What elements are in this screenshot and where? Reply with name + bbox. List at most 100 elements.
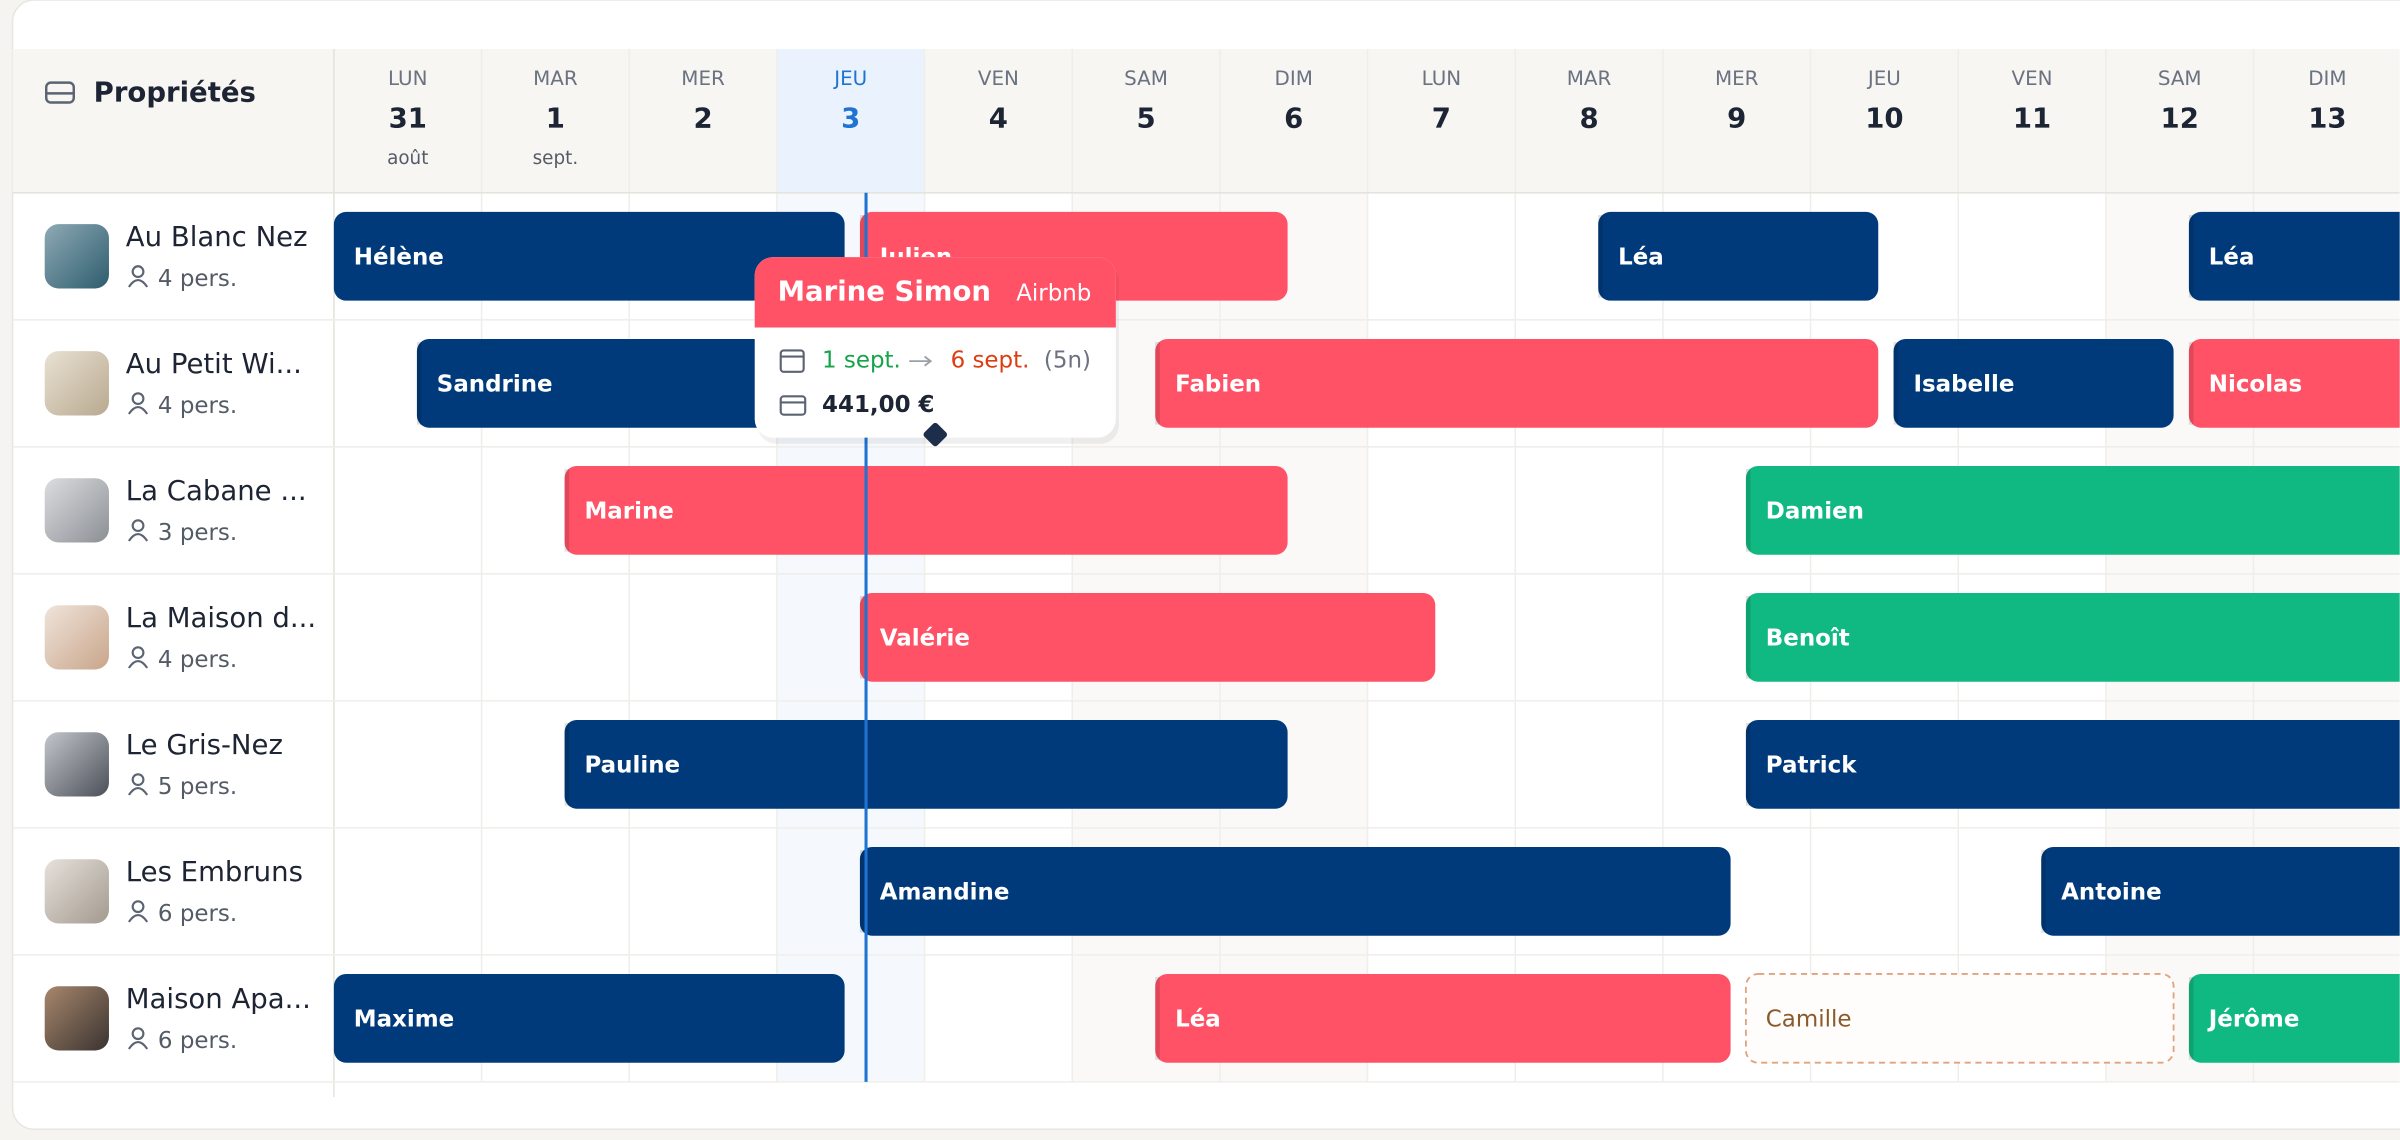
booking-bar [564,719,1288,809]
booking-bar [333,973,845,1063]
person-icon [127,405,149,415]
day-of-week: DIM [2308,67,2346,90]
booking-bar [2188,211,2400,301]
property-row: La Cabane ... 3 pers. Marine Damien [12,465,2400,575]
person-icon [131,1027,145,1041]
booking-guest: Léa [2209,244,2255,270]
booking-guest: Marine [584,498,673,524]
booking-bar [1155,338,1879,428]
person-icon [131,519,145,533]
booking-edge [859,214,865,298]
booking-bar [1744,973,2175,1064]
booking[interactable]: Nicolas [2188,338,2400,428]
day-number: 4 [989,102,1008,134]
person-icon [127,532,149,542]
property-name: Au Petit Wi... [126,348,302,380]
tooltip-price: 441,00 € [822,392,934,418]
booking-guest: Valérie [880,625,970,651]
day-of-week: MAR [1567,67,1612,90]
tooltip-guest: Marine Simon [778,275,991,307]
booking-bar [2188,973,2400,1063]
calendar: Propriétés LUN 31 août MAR 1 sept. MER 2 JEU 3 VEN… [12,48,2400,1098]
booking-bar [1893,338,2174,428]
booking[interactable]: Léa [2188,211,2400,301]
person-icon [127,914,149,923]
booking[interactable]: Léa [1598,211,1879,301]
day-of-week: MER [681,67,725,90]
property-capacity: 5 pers. [158,774,237,800]
booking[interactable]: Patrick [1745,719,2400,809]
person-icon [127,1041,149,1050]
booking[interactable]: Sandrine [416,338,845,428]
booking-bar [2041,846,2400,936]
tooltip-header [754,257,1116,328]
booking-guest: Nicolas [2209,371,2302,397]
booking-edge [2188,214,2194,298]
booking[interactable]: Antoine [2041,846,2400,936]
booking[interactable]: Amandine [859,846,1731,936]
property-name: Le Gris-Nez [126,729,283,761]
booking-edge [1155,342,1160,425]
day-number: 8 [1579,102,1598,134]
booking-guest: Maxime [354,1006,454,1032]
booking[interactable]: Jérôme [2188,973,2400,1063]
booking[interactable]: Fabien [1155,338,1879,428]
person-icon [127,787,149,796]
property-thumbnail [44,351,109,416]
property-capacity: 6 pers. [158,1028,237,1054]
booking-bar [1598,211,1879,301]
booking-guest: Amandine [880,879,1010,905]
property-row: Au Petit Wi... 4 pers. Sandrine Fabien Isabe… [12,338,2400,448]
property-name: La Maison d... [126,602,316,634]
calendar-icon [779,349,805,373]
booking[interactable]: Pauline [564,719,1288,809]
day-of-week: JEU [1866,67,1901,90]
property-name: Les Embruns [126,856,303,888]
booking-bar [564,465,1288,555]
booking-edge [2041,850,2046,933]
property-row: Les Embruns 6 pers. Amandine Antoine [12,846,2400,956]
booking-edge [1598,214,1603,298]
booking-guest: Pauline [584,752,680,778]
property-row: La Maison d... 4 pers. Valérie Benoît [12,592,2400,702]
day-number: 13 [2308,102,2346,134]
day-of-week: VEN [978,67,1019,90]
month: sept. [533,148,579,169]
day-of-week: SAM [2158,67,2202,90]
booking-bar [1155,973,1731,1063]
booking-edge [1745,723,1751,806]
day-of-week: SAM [1124,67,1168,90]
booking[interactable]: Isabelle [1893,338,2174,428]
property-thumbnail [44,859,109,924]
booking[interactable]: Benoît [1745,592,2400,682]
person-icon [127,278,149,288]
booking[interactable]: Valérie [859,592,1436,682]
property-row: Le Gris-Nez 5 pers. Pauline Patrick [12,719,2400,829]
booking-bar [1745,465,2400,555]
booking-edge [1745,469,1751,552]
tooltip-nights: (5n) [1044,348,1091,374]
day-of-week: JEU [832,67,867,90]
property-thumbnail [44,732,109,797]
day-number: 6 [1284,102,1303,134]
booking[interactable]: Maxime [333,973,845,1063]
day-of-week: VEN [2012,67,2053,90]
booking-guest: Isabelle [1913,371,2014,397]
booking[interactable]: Léa [1155,973,1731,1063]
booking[interactable]: Camille [1744,973,2175,1064]
booking-guest: Damien [1766,498,1864,524]
booking[interactable]: Damien [1745,465,2400,555]
tooltip-check-out: 6 sept. [951,348,1030,374]
day-number: 7 [1432,102,1451,134]
booking[interactable]: Marine [564,465,1288,555]
booking-edge [2188,342,2194,425]
day-number: 11 [2013,102,2051,134]
day-number: 2 [693,102,712,134]
booking-edge [416,342,422,425]
booking[interactable]: Hélène [333,211,845,301]
tooltip-source: Airbnb [1016,280,1091,306]
property-capacity: 3 pers. [158,520,237,546]
